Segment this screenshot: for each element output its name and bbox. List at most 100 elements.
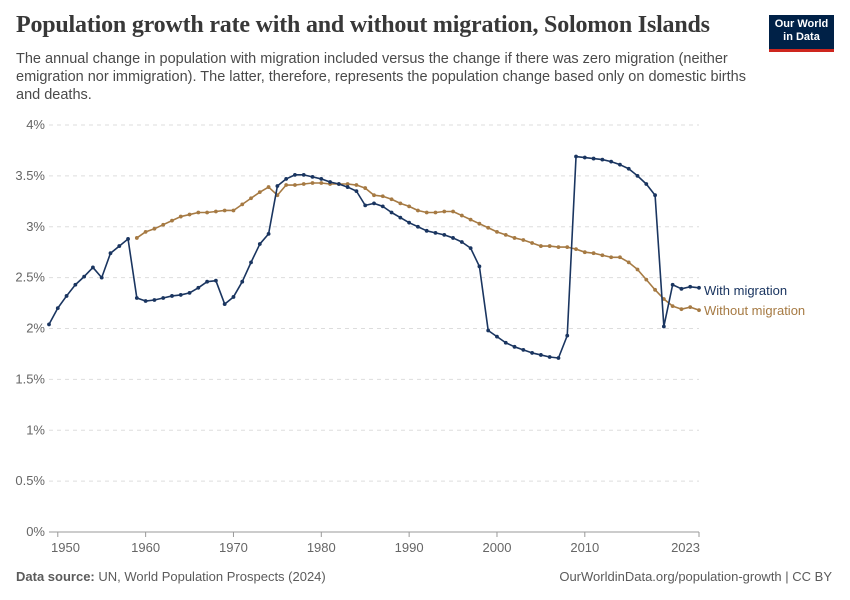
data-point[interactable] — [582, 250, 587, 255]
series-line[interactable] — [48, 155, 700, 359]
data-point[interactable] — [679, 286, 684, 291]
data-point[interactable] — [345, 185, 350, 189]
data-point[interactable] — [521, 238, 526, 242]
data-point[interactable] — [512, 236, 517, 240]
data-point[interactable] — [143, 299, 148, 303]
data-point[interactable] — [222, 208, 227, 213]
data-point[interactable] — [459, 240, 464, 244]
data-point[interactable] — [530, 241, 535, 245]
data-point[interactable] — [354, 189, 359, 194]
data-point[interactable] — [380, 194, 385, 199]
data-point[interactable] — [398, 215, 403, 220]
data-point[interactable] — [442, 232, 447, 237]
data-point[interactable] — [644, 182, 649, 186]
data-point[interactable] — [477, 221, 482, 226]
data-point[interactable] — [433, 230, 438, 235]
data-point[interactable] — [99, 275, 104, 280]
data-point[interactable] — [538, 353, 543, 357]
data-point[interactable] — [372, 201, 376, 206]
data-point[interactable] — [380, 204, 385, 209]
data-point[interactable] — [257, 242, 262, 246]
data-point[interactable] — [582, 155, 587, 160]
data-point[interactable] — [284, 183, 289, 187]
data-point[interactable] — [653, 193, 657, 198]
data-point[interactable] — [205, 279, 210, 284]
data-point[interactable] — [697, 308, 701, 313]
data-point[interactable] — [416, 224, 420, 229]
data-point[interactable] — [363, 186, 368, 190]
data-point[interactable] — [653, 287, 657, 292]
data-point[interactable] — [679, 307, 684, 312]
data-point[interactable] — [591, 251, 596, 256]
data-point[interactable] — [178, 214, 183, 219]
data-point[interactable] — [424, 228, 429, 233]
data-point[interactable] — [143, 229, 148, 234]
data-point[interactable] — [363, 203, 368, 208]
data-point[interactable] — [310, 181, 315, 185]
data-point[interactable] — [459, 213, 464, 218]
data-point[interactable] — [503, 340, 508, 345]
data-point[interactable] — [600, 253, 605, 258]
data-point[interactable] — [108, 251, 113, 256]
data-point[interactable] — [345, 182, 350, 186]
data-point[interactable] — [556, 245, 561, 250]
data-point[interactable] — [231, 295, 236, 299]
data-point[interactable] — [565, 333, 570, 338]
data-point[interactable] — [319, 181, 324, 185]
data-point[interactable] — [574, 247, 578, 252]
data-point[interactable] — [170, 294, 174, 298]
series-line[interactable] — [136, 182, 700, 311]
data-point[interactable] — [187, 290, 192, 295]
data-point[interactable] — [82, 274, 87, 279]
data-point[interactable] — [503, 232, 508, 237]
data-point[interactable] — [389, 197, 394, 202]
data-point[interactable] — [644, 277, 649, 282]
data-point[interactable] — [661, 297, 666, 301]
data-point[interactable] — [609, 255, 614, 260]
data-point[interactable] — [389, 210, 394, 215]
data-point[interactable] — [231, 208, 236, 213]
data-point[interactable] — [495, 229, 499, 234]
data-point[interactable] — [697, 285, 701, 290]
data-point[interactable] — [688, 284, 693, 289]
data-point[interactable] — [495, 334, 499, 339]
data-point[interactable] — [196, 285, 201, 290]
data-point[interactable] — [372, 193, 376, 198]
data-point[interactable] — [530, 351, 535, 355]
data-point[interactable] — [161, 222, 166, 227]
data-point[interactable] — [187, 212, 192, 217]
data-point[interactable] — [670, 304, 675, 309]
data-point[interactable] — [213, 209, 218, 214]
data-point[interactable] — [293, 183, 297, 187]
data-point[interactable] — [424, 210, 429, 215]
data-point[interactable] — [688, 305, 693, 310]
data-point[interactable] — [618, 255, 622, 260]
legend-label[interactable]: With migration — [704, 283, 787, 298]
data-point[interactable] — [196, 210, 201, 215]
data-point[interactable] — [354, 183, 359, 187]
data-point[interactable] — [205, 210, 210, 215]
data-point[interactable] — [547, 244, 552, 248]
data-point[interactable] — [336, 182, 341, 186]
data-point[interactable] — [249, 260, 253, 265]
data-point[interactable] — [240, 202, 245, 207]
data-point[interactable] — [301, 182, 306, 186]
data-point[interactable] — [626, 166, 631, 171]
data-point[interactable] — [416, 208, 420, 213]
data-point[interactable] — [609, 159, 614, 164]
footer-link[interactable]: OurWorldinData.org/population-growth | C… — [559, 569, 832, 584]
data-point[interactable] — [468, 246, 473, 251]
data-point[interactable] — [451, 236, 455, 240]
data-point[interactable] — [284, 177, 289, 181]
data-point[interactable] — [134, 236, 139, 240]
data-point[interactable] — [73, 282, 78, 287]
data-point[interactable] — [161, 296, 166, 300]
data-point[interactable] — [626, 260, 631, 265]
data-point[interactable] — [47, 322, 51, 327]
data-point[interactable] — [240, 279, 245, 284]
data-point[interactable] — [670, 282, 675, 287]
data-point[interactable] — [266, 231, 271, 236]
data-point[interactable] — [618, 162, 622, 167]
data-point[interactable] — [512, 344, 517, 349]
data-point[interactable] — [661, 324, 666, 329]
